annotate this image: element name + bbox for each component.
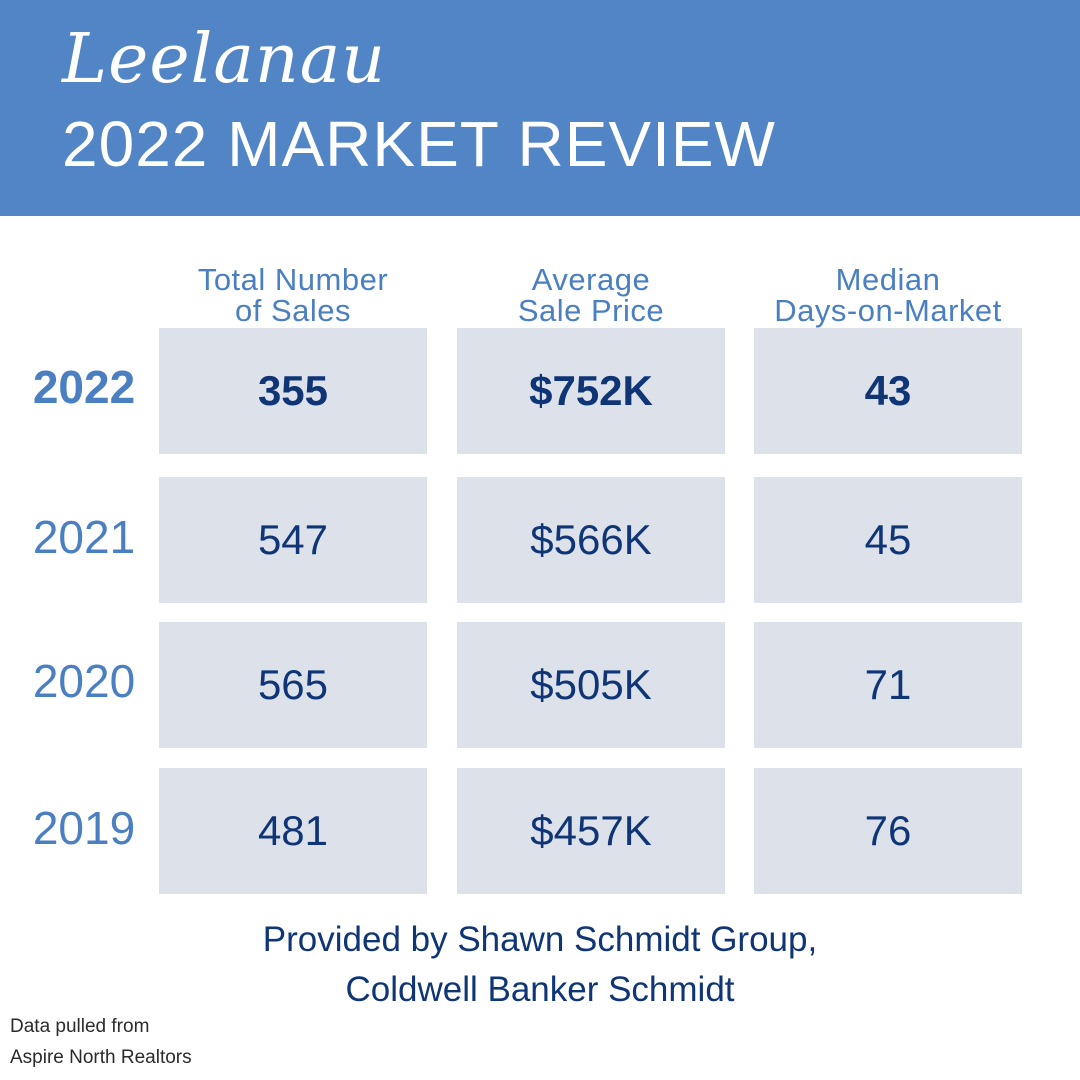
location-script-title: Leelanau <box>62 20 387 99</box>
cell-price-2022: $752K <box>457 328 725 454</box>
column-header-line: Median <box>835 262 941 297</box>
cell-price-2020: $505K <box>457 622 725 748</box>
row-year-2019: 2019 <box>32 802 136 854</box>
row-year-2021: 2021 <box>32 511 136 563</box>
cell-sales-2020: 565 <box>159 622 427 748</box>
cell-days-2021: 45 <box>754 477 1022 603</box>
column-header-average-price: Average Sale Price <box>457 264 725 326</box>
column-header-line: Average <box>531 262 651 297</box>
row-year-2022: 2022 <box>32 361 136 413</box>
cell-sales-2021: 547 <box>159 477 427 603</box>
data-source-note: Data pulled from Aspire North Realtors <box>10 1011 192 1073</box>
column-header-line: Total Number <box>197 262 389 297</box>
column-header-median-days: Median Days-on-Market <box>754 264 1022 326</box>
column-header-total-sales: Total Number of Sales <box>159 264 427 326</box>
row-year-2020: 2020 <box>32 655 136 707</box>
provider-credit-line: Coldwell Banker Schmidt <box>345 970 735 1009</box>
column-header-line: Days-on-Market <box>774 293 1002 328</box>
page-title: 2022 MARKET REVIEW <box>62 108 776 180</box>
provider-credit-line: Provided by Shawn Schmidt Group, <box>262 920 818 959</box>
cell-sales-2022: 355 <box>159 328 427 454</box>
data-source-line: Data pulled from <box>10 1016 150 1037</box>
cell-days-2019: 76 <box>754 768 1022 894</box>
provider-credit: Provided by Shawn Schmidt Group, Coldwel… <box>0 915 1080 1015</box>
cell-days-2020: 71 <box>754 622 1022 748</box>
cell-price-2021: $566K <box>457 477 725 603</box>
cell-price-2019: $457K <box>457 768 725 894</box>
column-header-line: Sale Price <box>517 293 665 328</box>
cell-days-2022: 43 <box>754 328 1022 454</box>
data-source-line: Aspire North Realtors <box>10 1047 192 1068</box>
column-header-line: of Sales <box>234 293 351 328</box>
header-banner: Leelanau 2022 MARKET REVIEW <box>0 0 1080 216</box>
cell-sales-2019: 481 <box>159 768 427 894</box>
